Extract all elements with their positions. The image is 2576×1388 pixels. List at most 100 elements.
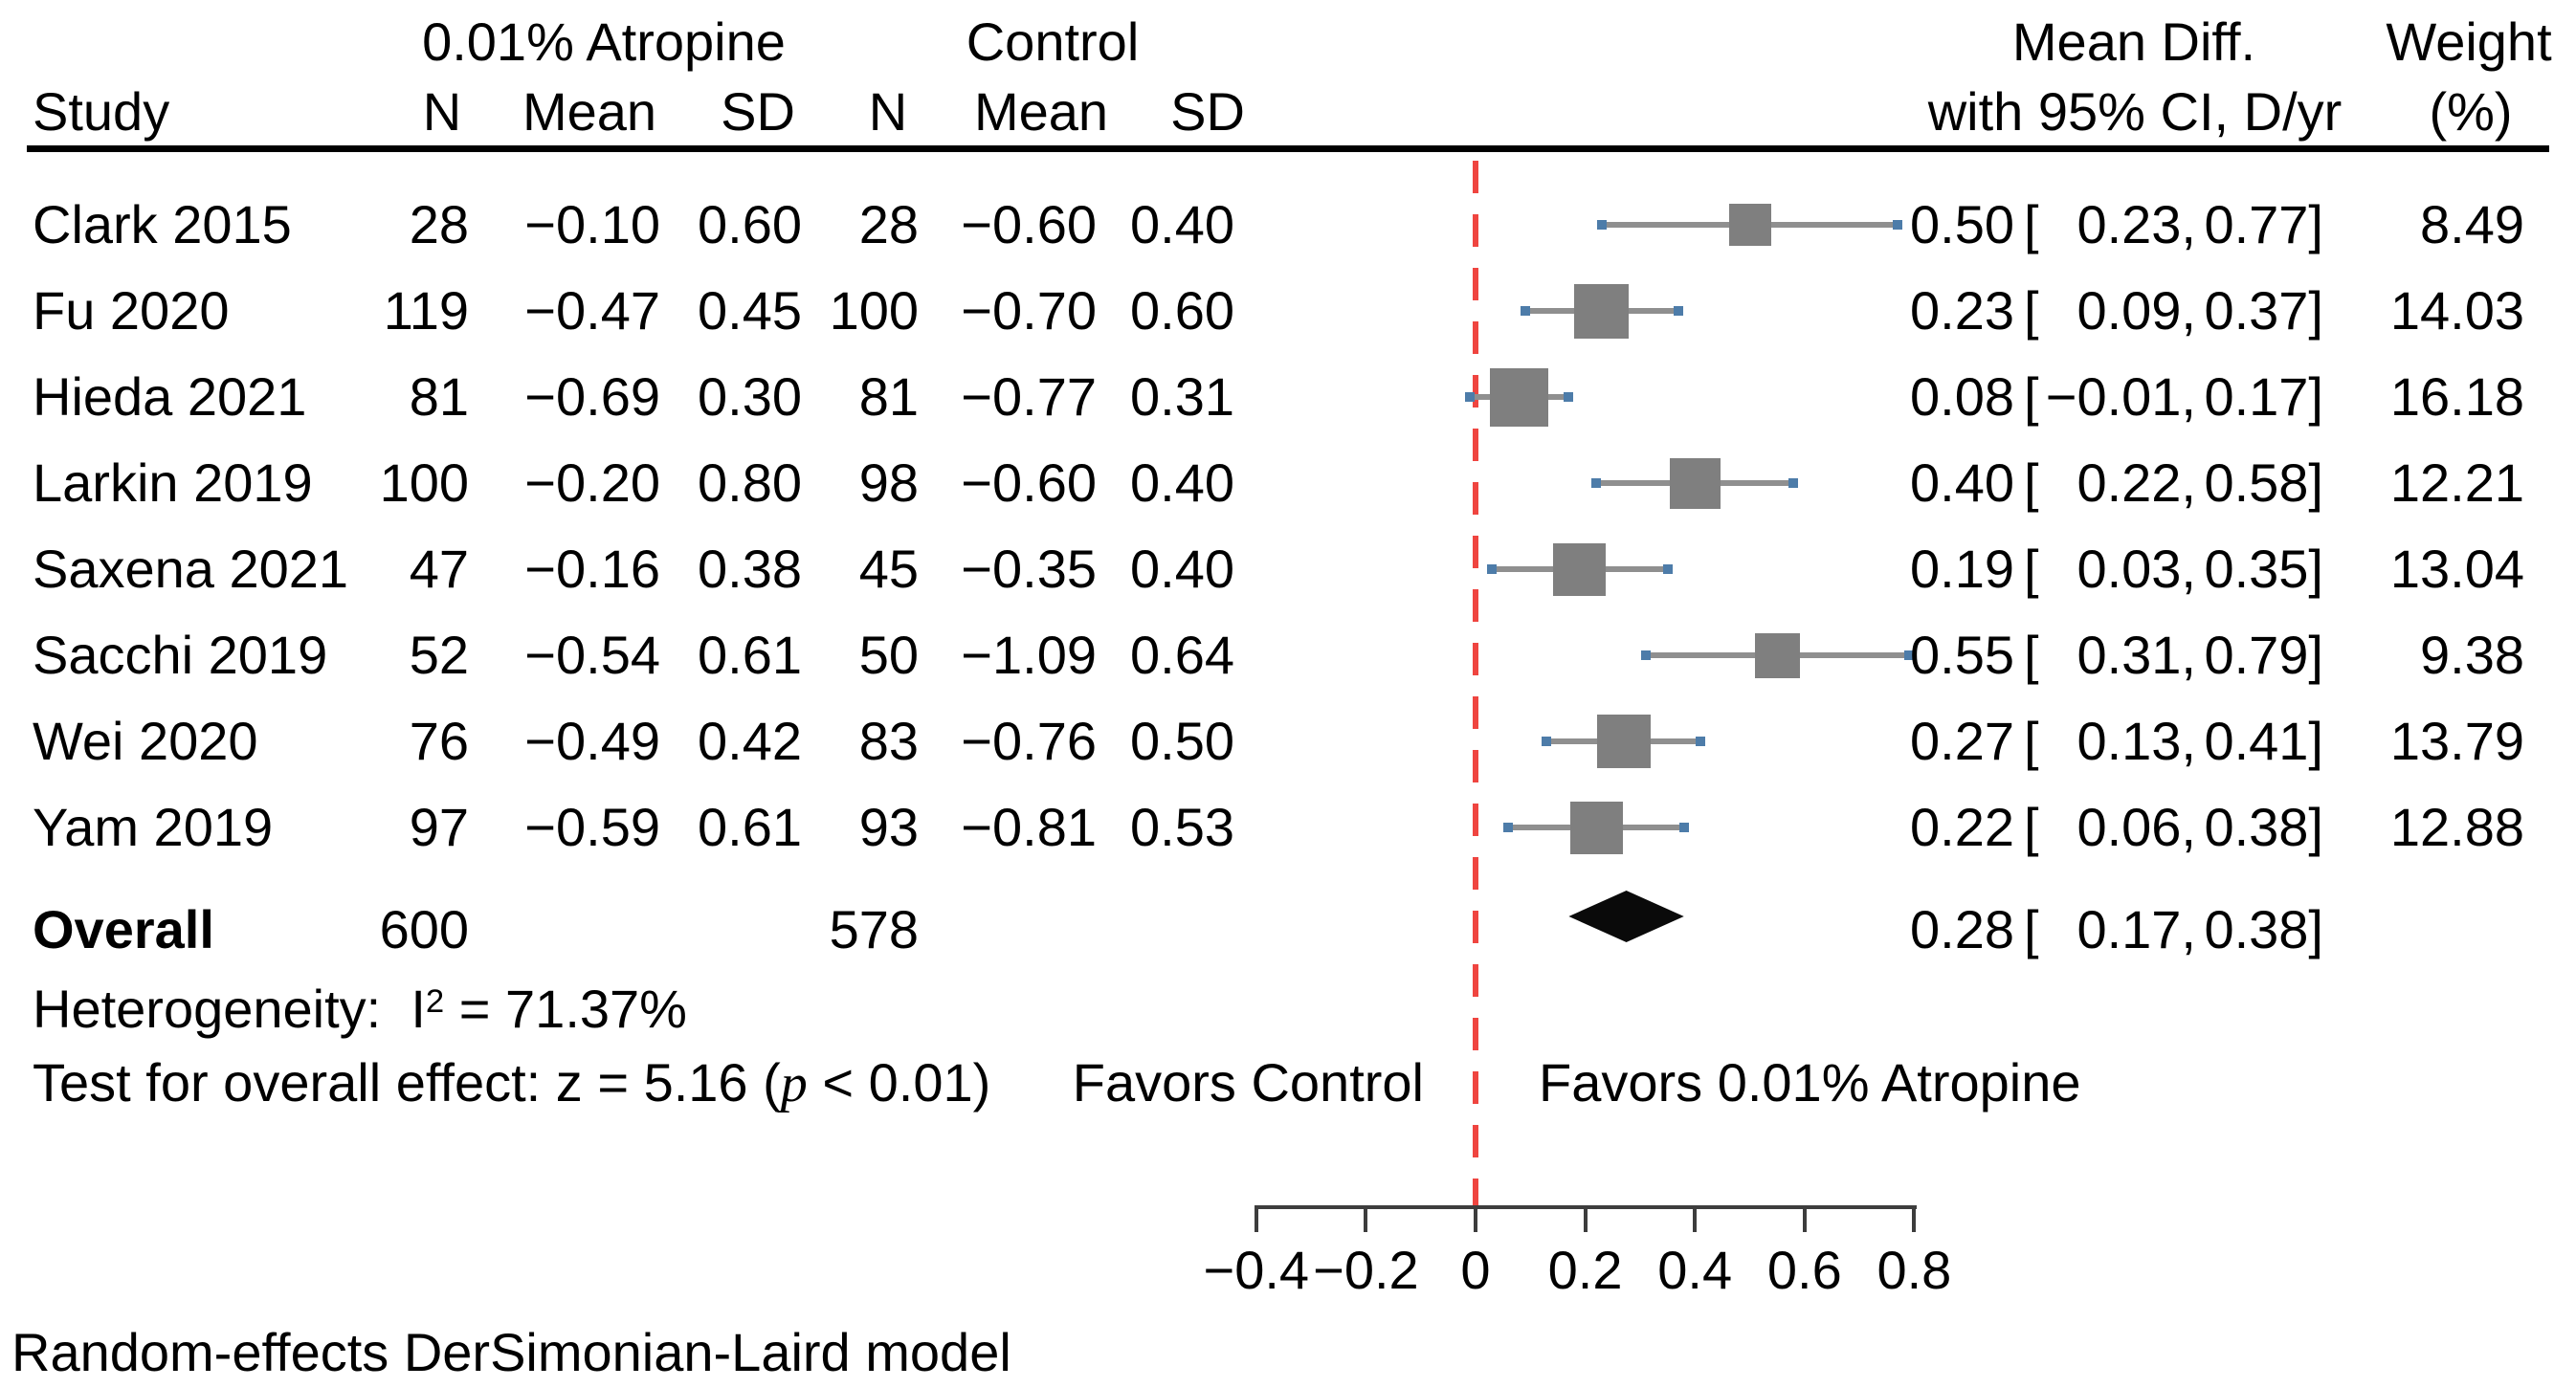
ci-upper: 0.38] — [2204, 797, 2323, 857]
ci-lower: 0.23, — [2076, 194, 2196, 254]
ci-cap-left — [1465, 392, 1476, 402]
cell-sd_c: 0.60 — [1130, 280, 1234, 341]
weight-value: 8.49 — [2420, 194, 2524, 254]
cell-sd_c: 0.53 — [1130, 797, 1234, 857]
ci-upper: 0.58] — [2204, 452, 2323, 513]
cell-sd_t: 0.80 — [698, 452, 802, 513]
cell-n_c: 45 — [858, 539, 919, 599]
overall-n-treatment: 600 — [379, 899, 469, 959]
cell-n_t: 119 — [383, 280, 469, 341]
cell-mean_t: −0.54 — [524, 625, 660, 685]
x-axis-tick-label: 0.6 — [1766, 1240, 1842, 1300]
overall-test-value: < 0.01) — [807, 1052, 991, 1113]
ci-cap-left — [1520, 306, 1530, 316]
cell-n_c: 98 — [858, 452, 919, 513]
mean-treatment-header: Mean — [522, 81, 657, 142]
effect-square — [1754, 632, 1800, 678]
ci-lower: 0.31, — [2076, 625, 2196, 685]
zero-reference-line — [1473, 161, 1478, 1209]
study-name: Hieda 2021 — [33, 366, 307, 427]
cell-mean_t: −0.10 — [524, 194, 660, 254]
ci-upper: 0.77] — [2204, 194, 2323, 254]
effect-square — [1553, 542, 1607, 596]
n-treatment-header: N — [422, 81, 462, 142]
study-name: Sacchi 2019 — [33, 625, 328, 685]
cell-n_c: 50 — [858, 625, 919, 685]
x-axis-tick — [1912, 1205, 1917, 1232]
study-name: Yam 2019 — [33, 797, 274, 857]
cell-sd_t: 0.30 — [698, 366, 802, 427]
cell-n_t: 47 — [409, 539, 469, 599]
effect-square — [1574, 283, 1630, 339]
x-axis-tick — [1802, 1205, 1807, 1232]
ci-open-bracket: [ — [2024, 539, 2039, 599]
cell-sd_t: 0.61 — [698, 625, 802, 685]
overall-test-text: Test for overall effect: z = 5.16 (p < 0… — [33, 1048, 990, 1117]
cell-sd_t: 0.61 — [698, 797, 802, 857]
x-axis-tick-label: −0.4 — [1203, 1240, 1310, 1300]
ci-upper: 0.79] — [2204, 625, 2323, 685]
cell-mean_c: −0.60 — [961, 194, 1097, 254]
x-axis-tick — [1474, 1205, 1477, 1232]
weight-value: 13.79 — [2389, 711, 2524, 771]
ci-open-bracket: [ — [2024, 194, 2039, 254]
x-axis-tick-label: 0.2 — [1547, 1240, 1623, 1300]
ci-open-bracket: [ — [2024, 625, 2039, 685]
cell-n_t: 97 — [409, 797, 469, 857]
overall-open-bracket: [ — [2024, 899, 2039, 959]
ci-lower: 0.03, — [2076, 539, 2196, 599]
cell-sd_t: 0.38 — [698, 539, 802, 599]
overall-estimate: 0.28 — [1910, 899, 2014, 959]
effect-estimate: 0.40 — [1910, 452, 2014, 513]
cell-mean_t: −0.69 — [524, 366, 660, 427]
cell-mean_t: −0.16 — [524, 539, 660, 599]
weight-header-line2: (%) — [2429, 81, 2513, 142]
effect-estimate: 0.55 — [1910, 625, 2014, 685]
effect-square — [1669, 457, 1721, 509]
overall-test-prefix: Test for overall effect: z = 5.16 ( — [33, 1052, 781, 1113]
weight-value: 9.38 — [2420, 625, 2524, 685]
heterogeneity-value: = 71.37% — [444, 979, 687, 1039]
ci-cap-right — [1893, 220, 1903, 230]
cell-n_c: 100 — [829, 280, 919, 341]
cell-sd_c: 0.40 — [1130, 194, 1234, 254]
cell-mean_c: −1.09 — [961, 625, 1097, 685]
ci-cap-left — [1542, 737, 1552, 746]
effect-estimate: 0.19 — [1910, 539, 2014, 599]
cell-n_c: 83 — [858, 711, 919, 771]
x-axis-tick — [1583, 1205, 1588, 1232]
ci-cap-right — [1678, 823, 1689, 832]
cell-n_t: 76 — [409, 711, 469, 771]
ci-cap-right — [1695, 737, 1705, 746]
heterogeneity-text: Heterogeneity: I2 = 71.37% — [33, 975, 687, 1044]
heterogeneity-prefix: Heterogeneity: I — [33, 979, 426, 1039]
cell-mean_t: −0.59 — [524, 797, 660, 857]
ci-lower: −0.01, — [2045, 366, 2196, 427]
overall-n-control: 578 — [829, 899, 919, 959]
effect-square — [1596, 715, 1651, 768]
cell-mean_c: −0.60 — [961, 452, 1097, 513]
x-axis-tick-label: 0 — [1460, 1240, 1491, 1300]
ci-cap-right — [1674, 306, 1683, 316]
ci-lower: 0.09, — [2076, 280, 2196, 341]
header-rule — [27, 145, 2549, 152]
study-name: Wei 2020 — [33, 711, 258, 771]
n-control-header: N — [868, 81, 908, 142]
x-axis-tick-label: 0.8 — [1876, 1240, 1952, 1300]
cell-sd_t: 0.60 — [698, 194, 802, 254]
effect-estimate: 0.08 — [1910, 366, 2014, 427]
overall-ci-lower: 0.17, — [2076, 899, 2196, 959]
ci-cap-right — [1788, 478, 1799, 488]
study-name: Larkin 2019 — [33, 452, 313, 513]
ci-cap-left — [1503, 823, 1514, 832]
heterogeneity-superscript: 2 — [425, 983, 445, 1021]
cell-sd_c: 0.31 — [1130, 366, 1234, 427]
control-group-header: Control — [966, 11, 1140, 72]
x-axis-tick-label: −0.2 — [1313, 1240, 1419, 1300]
study-column-header: Study — [33, 81, 170, 142]
cell-sd_t: 0.45 — [698, 280, 802, 341]
cell-mean_c: −0.77 — [961, 366, 1097, 427]
ci-cap-right — [1662, 564, 1673, 574]
sd-control-header: SD — [1170, 81, 1245, 142]
